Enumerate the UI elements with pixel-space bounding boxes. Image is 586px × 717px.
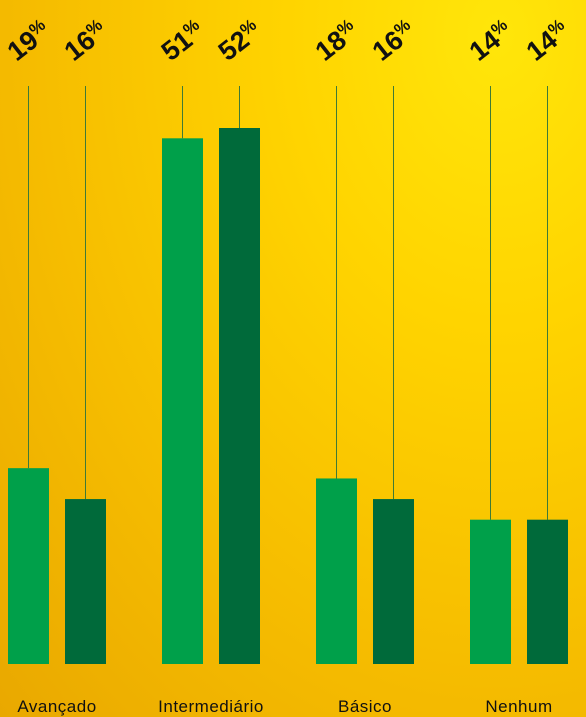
category-label: Básico bbox=[338, 697, 392, 716]
value-label: 16% bbox=[59, 15, 113, 66]
value-label: 52% bbox=[213, 15, 267, 66]
bar bbox=[527, 519, 568, 664]
value-label: 16% bbox=[367, 15, 421, 66]
category-label: Nenhum bbox=[485, 697, 552, 716]
bar bbox=[65, 499, 106, 664]
value-label: 19% bbox=[2, 15, 56, 66]
category-label: Intermediário bbox=[158, 697, 264, 716]
bar bbox=[470, 519, 511, 664]
value-label: 18% bbox=[310, 15, 364, 66]
category-label: Avançado bbox=[17, 697, 96, 716]
value-label: 14% bbox=[464, 15, 518, 66]
value-label: 51% bbox=[156, 15, 210, 66]
bar bbox=[219, 128, 260, 664]
bar bbox=[162, 138, 203, 665]
value-label: 14% bbox=[521, 15, 575, 66]
bar bbox=[316, 478, 357, 664]
bar bbox=[373, 499, 414, 664]
bar bbox=[8, 468, 49, 664]
